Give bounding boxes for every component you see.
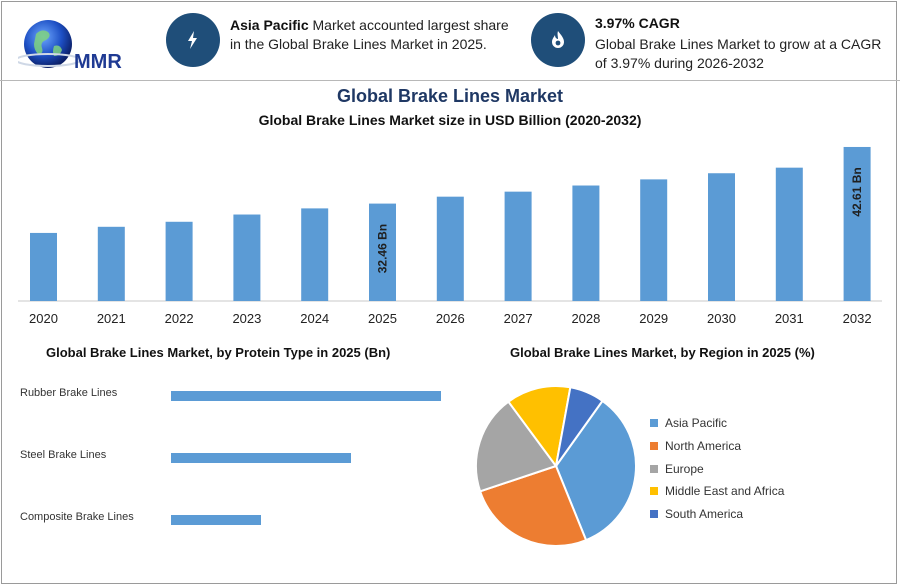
bar-2031	[775, 167, 803, 301]
x-tick-label: 2024	[300, 311, 329, 326]
info-1-text: Market accounted largest share in the Gl…	[230, 17, 509, 52]
lightning-icon	[188, 31, 197, 49]
legend-swatch	[650, 464, 658, 473]
bar-chart-title: Global Brake Lines Market size in USD Bi…	[258, 112, 642, 128]
header-divider	[0, 80, 900, 81]
info-2-text: Global Brake Lines Market to grow at a C…	[595, 36, 882, 71]
data-label: 42.61 Bn	[850, 167, 864, 216]
region-chart-title: Global Brake Lines Market, by Region in …	[510, 345, 815, 360]
info-2-bold: 3.97% CAGR	[595, 15, 680, 31]
globe-icon	[24, 20, 72, 68]
market-size-bar-chart: 2020 2021 2022 2023 2024 2025 2026 2027 2028 2029…	[18, 146, 882, 326]
legend-label: Asia Pacific	[665, 416, 728, 431]
bar-2023	[233, 214, 261, 301]
x-tick-label: 2020	[29, 311, 58, 326]
hbar-steel-brake-lines	[171, 453, 351, 463]
legend-swatch	[650, 510, 658, 519]
bar-2021	[97, 226, 125, 301]
x-tick-label: 2022	[165, 311, 194, 326]
legend-swatch	[650, 442, 658, 451]
x-tick-label: 2028	[571, 311, 600, 326]
protein-type-chart-title: Global Brake Lines Market, by Protein Ty…	[46, 345, 391, 360]
x-tick-label: 2027	[504, 311, 533, 326]
legend-label: South America	[665, 507, 744, 522]
hbar-rubber-brake-lines	[171, 391, 441, 401]
bar-2030	[708, 173, 735, 301]
legend-swatch	[650, 419, 658, 428]
info-text-1: Asia Pacific Market accounted largest sh…	[230, 16, 520, 54]
bar-2022	[165, 221, 193, 301]
bar-2032	[843, 146, 871, 301]
legend-label: North America	[665, 439, 742, 454]
x-tick-label: 2025	[368, 311, 397, 326]
flame-icon	[552, 31, 564, 48]
bar-2026	[436, 196, 464, 301]
hbar-composite-brake-lines	[171, 515, 261, 525]
protein-type-bar-chart: Rubber Brake Lines Steel Brake Lines Compo…	[20, 387, 441, 525]
region-legend: Asia Pacific North America Europe Middle Ea…	[650, 412, 784, 525]
legend-item: Europe	[650, 457, 784, 480]
data-label: 32.46 Bn	[376, 224, 390, 273]
pie-slice-middle-east-and-africa	[507, 385, 572, 469]
pie-slice-asia-pacific	[554, 399, 637, 542]
info-badge-1	[166, 13, 220, 67]
category-label: Composite Brake Lines	[20, 511, 134, 523]
bar-2024	[301, 208, 329, 301]
category-label: Rubber Brake Lines	[20, 387, 118, 399]
legend-swatch	[650, 487, 658, 496]
x-tick-label: 2023	[232, 311, 261, 326]
x-tick-label: 2026	[436, 311, 465, 326]
legend-item: South America	[650, 503, 784, 526]
legend-item: North America	[650, 435, 784, 458]
bar-2020	[30, 232, 57, 301]
legend-item: Middle East and Africa	[650, 480, 784, 503]
bar-2029	[640, 179, 668, 301]
category-label: Steel Brake Lines	[20, 449, 107, 461]
legend-label: Europe	[665, 461, 704, 476]
pie-slice-europe	[475, 400, 558, 493]
x-tick-label: 2032	[843, 311, 872, 326]
pie-slice-north-america	[478, 464, 588, 547]
x-tick-label: 2021	[97, 311, 126, 326]
x-tick-label: 2030	[707, 311, 736, 326]
bar-2028	[572, 185, 600, 301]
info-text-2: 3.97% CAGR Global Brake Lines Market to …	[595, 14, 885, 73]
info-1-bold: Asia Pacific	[230, 17, 309, 33]
main-title: Global Brake Lines Market	[336, 86, 564, 106]
legend-item: Asia Pacific	[650, 412, 784, 435]
info-badge-2	[531, 13, 585, 67]
mmr-logo: MMR	[15, 16, 138, 78]
pie-slice-south-america	[555, 386, 604, 467]
logo-text: MMR	[74, 51, 122, 73]
bar-2025	[369, 203, 396, 301]
x-tick-label: 2031	[775, 311, 804, 326]
region-pie-chart	[475, 385, 637, 547]
bar-2027	[504, 191, 532, 301]
legend-label: Middle East and Africa	[665, 484, 785, 499]
x-tick-label: 2029	[639, 311, 668, 326]
